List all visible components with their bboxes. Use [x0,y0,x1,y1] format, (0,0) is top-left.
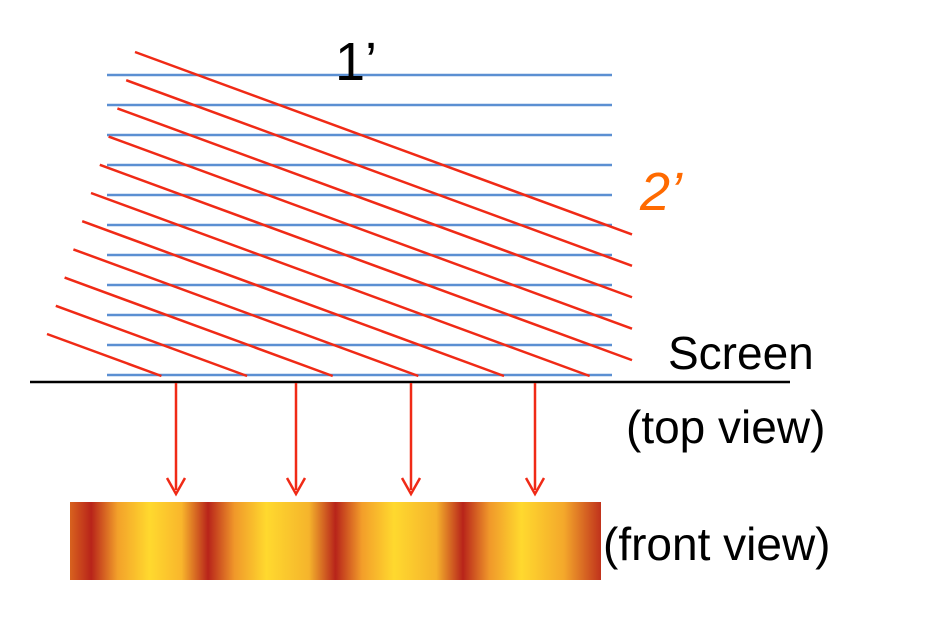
wave2-line [90,191,591,378]
wave2-line [81,220,505,378]
wave2-line [134,50,633,236]
arrow-head [524,477,546,497]
top-view-label: (top view) [626,401,825,453]
arrow-head [165,477,187,497]
wave2-wavefronts [46,50,633,378]
wave2-line [125,79,633,268]
front-view-label: (front view) [603,518,830,570]
fringe-pattern [70,502,601,580]
screen-label: Screen [668,327,814,379]
wave2-line [99,163,633,362]
wave1-label: 1’ [335,32,377,92]
wave2-line [55,304,248,378]
wave2-label: 2’ [639,162,683,222]
wave2-line [64,276,334,378]
wave2-line [72,248,419,378]
arrow-head [285,477,307,497]
projection-arrows [165,383,546,497]
wave1-wavefronts [107,73,612,377]
arrow-head [400,477,422,497]
wave2-line [46,332,162,378]
wave2-line [108,135,633,330]
wave2-line [116,107,633,299]
